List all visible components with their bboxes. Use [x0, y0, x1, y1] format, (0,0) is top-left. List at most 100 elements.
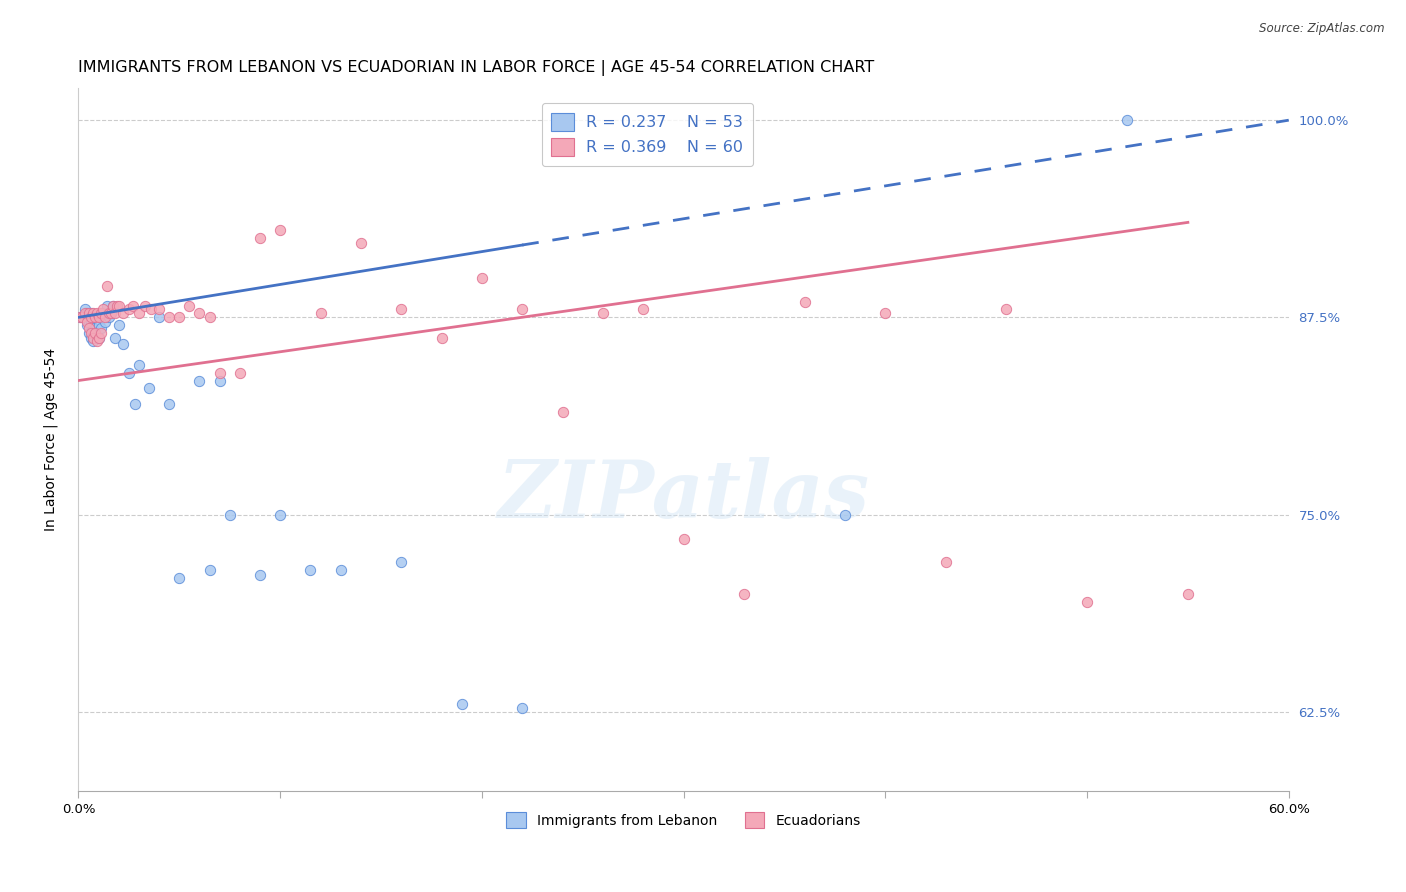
Point [101, 299, 124, 313]
Point [77, 309, 100, 323]
Point [87, 310, 110, 325]
Point [104, 331, 127, 345]
Point [73, 305, 96, 319]
Point [510, 700, 533, 714]
Point [128, 358, 150, 372]
Point [87, 318, 110, 333]
Point [111, 337, 134, 351]
Point [169, 571, 191, 585]
Text: Source: ZipAtlas.com: Source: ZipAtlas.com [1260, 22, 1385, 36]
Point [834, 508, 856, 522]
Point [82, 305, 104, 319]
Point [510, 302, 533, 317]
Point [124, 397, 146, 411]
Point [87, 331, 110, 345]
Point [77, 326, 100, 340]
Point [107, 318, 129, 333]
Point [87, 331, 110, 345]
Point [111, 305, 134, 319]
Point [77, 315, 100, 329]
Point [79, 331, 101, 345]
Point [86, 329, 108, 343]
Point [90, 310, 112, 325]
Point [79, 326, 101, 340]
Point [269, 508, 291, 522]
Point [82, 321, 104, 335]
Point [86, 310, 108, 325]
Point [875, 305, 897, 319]
Point [134, 299, 156, 313]
Point [148, 302, 170, 317]
Point [218, 508, 240, 522]
Point [793, 294, 815, 309]
Point [299, 563, 322, 577]
Point [995, 302, 1018, 317]
Point [329, 563, 352, 577]
Point [86, 305, 108, 319]
Point [82, 334, 104, 348]
Point [69, 310, 91, 325]
Point [208, 366, 231, 380]
Point [83, 310, 105, 325]
Point [249, 231, 271, 245]
Point [551, 405, 574, 419]
Point [157, 397, 180, 411]
Point [471, 270, 494, 285]
Point [169, 310, 191, 325]
Point [309, 305, 332, 319]
Point [198, 563, 221, 577]
Point [107, 299, 129, 313]
Point [1177, 587, 1199, 601]
Point [96, 299, 118, 313]
Point [83, 326, 105, 340]
Point [82, 309, 104, 323]
Point [83, 310, 105, 325]
Point [1076, 595, 1098, 609]
Point [87, 310, 110, 325]
Point [97, 305, 120, 319]
Point [72, 310, 94, 325]
Point [91, 305, 114, 319]
Point [389, 302, 412, 317]
Point [208, 374, 231, 388]
Point [633, 302, 655, 317]
Point [79, 305, 101, 319]
Point [229, 366, 252, 380]
Point [79, 310, 101, 325]
Point [69, 310, 91, 325]
Legend: Immigrants from Lebanon, Ecuadorians: Immigrants from Lebanon, Ecuadorians [501, 806, 866, 833]
Point [389, 555, 412, 569]
Point [104, 305, 127, 319]
Point [1116, 112, 1139, 127]
Point [91, 302, 114, 317]
Point [73, 310, 96, 325]
Point [73, 302, 96, 317]
Text: ZIPatlas: ZIPatlas [498, 458, 870, 535]
Point [592, 305, 614, 319]
Point [100, 305, 122, 319]
Point [198, 310, 221, 325]
Point [83, 326, 105, 340]
Point [77, 321, 100, 335]
Point [139, 302, 162, 317]
Point [90, 305, 112, 319]
Point [733, 587, 755, 601]
Point [157, 310, 180, 325]
Point [672, 532, 695, 546]
Point [76, 315, 98, 329]
Point [93, 310, 115, 325]
Point [82, 331, 104, 345]
Point [269, 223, 291, 237]
Point [138, 381, 160, 395]
Point [76, 318, 98, 333]
Point [76, 305, 98, 319]
Point [97, 310, 120, 325]
Point [79, 315, 101, 329]
Point [188, 305, 211, 319]
Point [188, 374, 211, 388]
Point [72, 310, 94, 325]
Point [105, 299, 128, 313]
Point [935, 555, 957, 569]
Point [77, 305, 100, 319]
Point [450, 698, 472, 712]
